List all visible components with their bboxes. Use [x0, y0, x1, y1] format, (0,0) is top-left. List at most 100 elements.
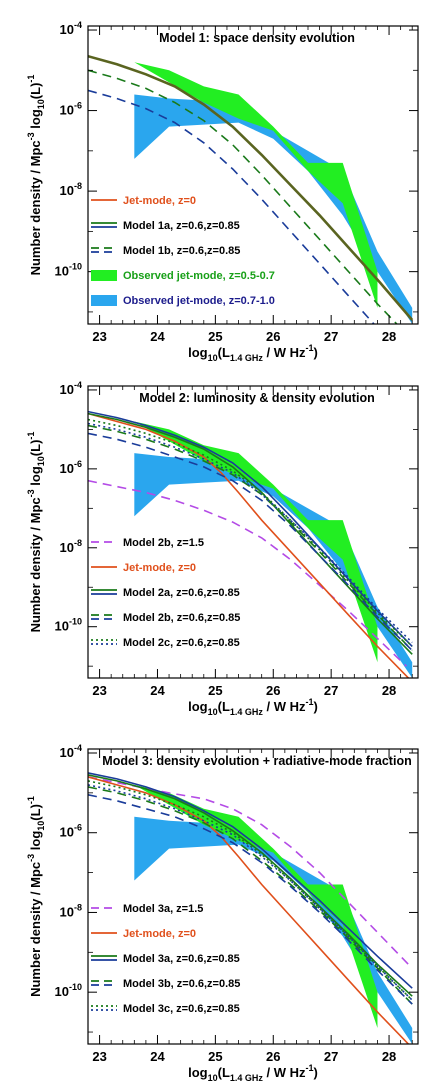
series-line-6	[88, 432, 413, 651]
x-tick-label: 23	[92, 683, 106, 698]
axes-frame	[87, 385, 419, 679]
y-tick-label: 10-10	[55, 617, 82, 634]
legend-item: Model 3a, z=1.5	[91, 903, 203, 915]
y-tick-label: 10-6	[60, 823, 82, 840]
plot-area	[88, 410, 413, 678]
legend-label: Model 2c, z=0.6,z=0.85	[123, 637, 240, 649]
x-axis-label: log10(L1.4 GHz / W Hz-1)	[188, 1063, 318, 1082]
x-tick-label: 28	[382, 1049, 396, 1064]
y-axis-label: Number density / Mpc-3 log10(L)-1	[26, 796, 46, 997]
legend-item: Jet-mode, z=0	[91, 562, 196, 574]
legend-label: Jet-mode, z=0	[123, 195, 196, 207]
x-axis: 23 24 25 26 27 28	[87, 386, 413, 698]
chart-title: Model 3: density evolution + radiative-m…	[102, 754, 411, 768]
legend-label: Model 1a, z=0.6,z=0.85	[123, 220, 240, 232]
chart-panel-2: 23 24 25 26 27 28 10-4 10-6 10-8 10-10 Model 2: lu…	[26, 380, 419, 717]
y-tick-label: 10-8	[60, 538, 82, 555]
x-axis: 23 24 25 26 27 28	[87, 749, 413, 1064]
legend-item: Model 2b, z=0.6,z=0.85	[91, 612, 240, 624]
series-line-2	[88, 776, 410, 1044]
x-tick-label: 25	[208, 683, 222, 698]
legend-label: Jet-mode, z=0	[123, 928, 196, 940]
x-tick-label: 28	[382, 683, 396, 698]
chart-title: Model 1: space density evolution	[159, 31, 355, 45]
band-observed-green	[134, 421, 378, 663]
legend-label: Model 2b, z=1.5	[123, 537, 204, 549]
y-axis-label: Number density / Mpc-3 log10(L)-1	[26, 75, 46, 276]
x-tick-label: 23	[92, 329, 106, 344]
series-line-3	[88, 774, 413, 997]
series-line-7	[88, 418, 413, 647]
y-tick-label: 10-10	[55, 262, 82, 279]
legend-label: Model 2a, z=0.6,z=0.85	[123, 587, 240, 599]
series-line-5	[88, 424, 413, 651]
plot-area	[88, 772, 413, 1044]
series-line-3	[88, 89, 375, 324]
chart-title: Model 2: luminosity & density evolution	[139, 391, 374, 405]
series-line-2	[88, 69, 398, 324]
x-tick-label: 27	[324, 683, 338, 698]
chart-panel-1: 23 24 25 26 27 28 10-4 10-6 10-8 10-10 Model 1: sp…	[26, 20, 419, 363]
series-line-2	[88, 412, 410, 678]
legend-label: Jet-mode, z=0	[123, 562, 196, 574]
legend-swatch-band	[91, 295, 117, 306]
legend-item: Jet-mode, z=0	[91, 928, 196, 940]
series-line-8	[88, 784, 413, 1001]
band-observed-green	[134, 784, 378, 1029]
legend-item: Model 3c, z=0.6,z=0.85	[91, 1003, 240, 1015]
x-axis-label: log10(L1.4 GHz / W Hz-1)	[188, 697, 318, 717]
x-tick-label: 26	[266, 1049, 280, 1064]
plot-area	[88, 54, 414, 324]
x-axis: 23 24 25 26 27 28	[87, 26, 413, 344]
x-tick-label: 26	[266, 329, 280, 344]
legend-label: Model 3a, z=1.5	[123, 903, 203, 915]
series-line-7	[88, 780, 413, 1001]
x-tick-label: 24	[150, 329, 165, 344]
x-tick-label: 24	[150, 683, 165, 698]
legend-item: Jet-mode, z=0	[91, 195, 196, 207]
legend-label: Observed jet-mode, z=0.7-1.0	[123, 295, 275, 307]
x-tick-label: 25	[208, 1049, 222, 1064]
legend-label: Model 3b, z=0.6,z=0.85	[123, 978, 240, 990]
legend-label: Model 3c, z=0.6,z=0.85	[123, 1003, 240, 1015]
legend-item: Model 1b, z=0.6,z=0.85	[91, 245, 240, 257]
series-line-1	[88, 54, 414, 321]
legend-item: Model 1a, z=0.6,z=0.85	[91, 220, 240, 232]
legend-label: Model 2b, z=0.6,z=0.85	[123, 612, 240, 624]
series-line-5	[88, 786, 413, 1005]
legend-item: Model 2c, z=0.6,z=0.85	[91, 637, 240, 649]
x-tick-label: 24	[150, 1049, 165, 1064]
chart-panel-3: 23 24 25 26 27 28 10-4 10-6 10-8 10-10 Model 3: de…	[26, 743, 419, 1082]
legend-label: Observed jet-mode, z=0.5-0.7	[123, 270, 275, 282]
y-tick-label: 10-10	[55, 982, 82, 999]
legend-item: Model 2b, z=1.5	[91, 537, 204, 549]
series-line-4	[88, 410, 413, 647]
y-axis: 10-4 10-6 10-8 10-10	[55, 743, 418, 1033]
axes-frame	[87, 748, 419, 1045]
legend-item: Model 2a, z=0.6,z=0.85	[91, 587, 240, 599]
legend-label: Model 1b, z=0.6,z=0.85	[123, 245, 240, 257]
y-tick-label: 10-8	[60, 181, 82, 198]
y-tick-label: 10-4	[60, 743, 82, 760]
x-tick-label: 27	[324, 1049, 338, 1064]
legend-item: Model 3a, z=0.6,z=0.85	[91, 953, 240, 965]
legend-item: Model 3b, z=0.6,z=0.85	[91, 978, 240, 990]
y-tick-label: 10-4	[60, 20, 82, 37]
x-tick-label: 26	[266, 683, 280, 698]
legend: Model 2b, z=1.5 Jet-mode, z=0 Model 2a, z=…	[91, 537, 240, 649]
legend: Model 3a, z=1.5 Jet-mode, z=0 Model 3a, z=…	[91, 903, 240, 1015]
x-tick-label: 27	[324, 329, 338, 344]
x-axis-label: log10(L1.4 GHz / W Hz-1)	[188, 343, 318, 363]
series-line-1	[88, 479, 407, 667]
legend-item: Observed jet-mode, z=0.5-0.7	[91, 270, 275, 282]
series-line-4	[88, 772, 413, 989]
legend-swatch-band	[91, 270, 117, 281]
axes-frame	[87, 25, 419, 325]
x-tick-label: 23	[92, 1049, 106, 1064]
x-tick-label: 28	[382, 329, 396, 344]
y-tick-label: 10-6	[60, 459, 82, 476]
series-line-6	[88, 794, 413, 1005]
series-line-3	[88, 412, 413, 655]
y-tick-label: 10-8	[60, 902, 82, 919]
